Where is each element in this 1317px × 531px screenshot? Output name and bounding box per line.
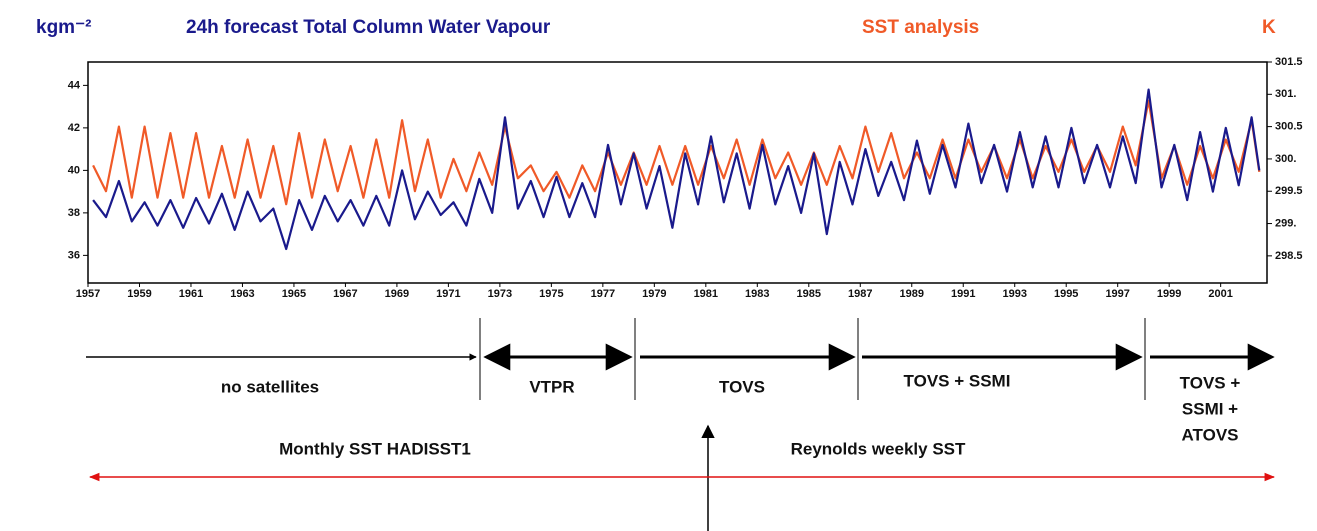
y2-tick-label: 299. xyxy=(1275,217,1296,229)
y2-tick-label: 300.5 xyxy=(1275,121,1303,133)
x-tick-label: 1997 xyxy=(1105,288,1129,300)
series-line xyxy=(92,99,1261,206)
x-tick-label: 2001 xyxy=(1208,288,1232,300)
left-unit: kgm⁻² xyxy=(36,17,91,38)
x-tick-label: 1961 xyxy=(179,288,203,300)
x-tick-label: 1975 xyxy=(539,288,563,300)
plot: 36 38 40 42 44 298.5 299. 299.5 300. 300.5 301. 301… xyxy=(68,56,1303,300)
y2-tick-label: 300. xyxy=(1275,153,1296,165)
x-tick-label: 1965 xyxy=(282,288,306,300)
sst-source: Monthly SST HADISST1 xyxy=(279,439,471,458)
y-tick-label: 44 xyxy=(68,79,81,91)
y-tick-label: 40 xyxy=(68,164,80,176)
x-tick-label: 1989 xyxy=(900,288,924,300)
plot-frame xyxy=(87,61,1268,284)
y-tick-label: 42 xyxy=(68,122,80,134)
x-tick-label: 1959 xyxy=(127,288,151,300)
x-tick-label: 1969 xyxy=(385,288,409,300)
x-tick-label: 1987 xyxy=(848,288,872,300)
sst-title: SST analysis xyxy=(862,17,979,38)
right-unit: K xyxy=(1262,17,1276,38)
era-label: SSMI + xyxy=(1182,399,1238,418)
x-tick-label: 1967 xyxy=(333,288,357,300)
y-tick-label: 38 xyxy=(68,207,80,219)
era-label: TOVS xyxy=(719,377,765,396)
x-tick-label: 1995 xyxy=(1054,288,1078,300)
x-tick-label: 1971 xyxy=(436,288,460,300)
sst-source: Reynolds weekly SST xyxy=(791,439,966,458)
x-tick-label: 1973 xyxy=(488,288,512,300)
series-line xyxy=(92,88,1261,251)
y2-tick-label: 298.5 xyxy=(1275,250,1303,262)
x-tick-label: 1979 xyxy=(642,288,666,300)
y2-tick-label: 299.5 xyxy=(1275,185,1303,197)
x-tick-label: 1985 xyxy=(797,288,821,300)
y2-tick-label: 301. xyxy=(1275,88,1296,100)
y2-tick-label: 301.5 xyxy=(1275,56,1303,68)
x-tick-label: 1999 xyxy=(1157,288,1181,300)
era-label: TOVS + SSMI xyxy=(904,371,1011,390)
x-tick-label: 1991 xyxy=(951,288,975,300)
era-separators xyxy=(479,318,1146,400)
x-tick-label: 1981 xyxy=(694,288,718,300)
x-tick-label: 1957 xyxy=(76,288,100,300)
era-label: VTPR xyxy=(529,377,574,396)
y-tick-label: 36 xyxy=(68,249,80,261)
era-label: TOVS + xyxy=(1180,373,1241,392)
x-tick-label: 1993 xyxy=(1002,288,1026,300)
chart-title: 24h forecast Total Column Water Vapour xyxy=(186,17,551,38)
x-tick-label: 1983 xyxy=(745,288,769,300)
era-label: no satellites xyxy=(221,377,319,396)
x-tick-label: 1963 xyxy=(230,288,254,300)
era-label: ATOVS xyxy=(1182,425,1239,444)
x-tick-label: 1977 xyxy=(591,288,615,300)
